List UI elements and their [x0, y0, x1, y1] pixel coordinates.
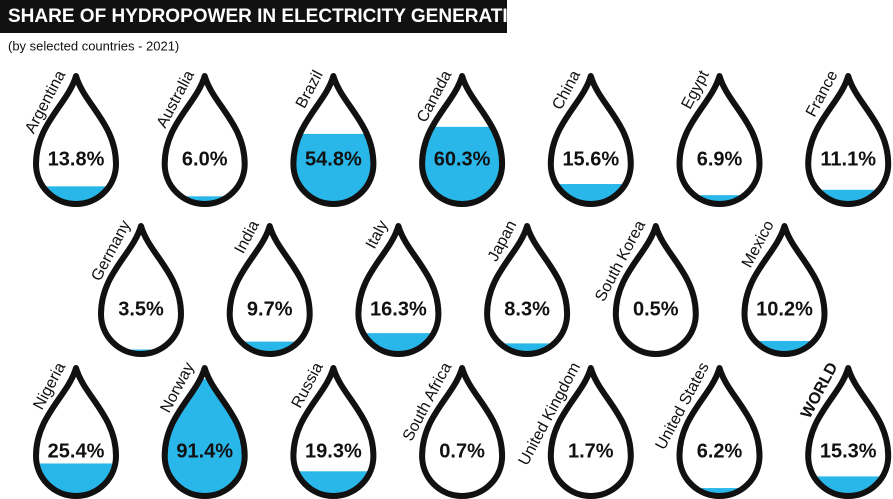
country-label: Nigeria	[30, 360, 69, 413]
country-label: France	[803, 68, 841, 120]
water-fill	[679, 195, 760, 204]
value-label: 25.4%	[48, 440, 105, 462]
value-label: 6.0%	[182, 148, 228, 170]
value-label: 6.9%	[697, 148, 743, 170]
drop-outline	[33, 73, 119, 207]
drop-outline	[741, 223, 828, 357]
country-label: China	[549, 68, 584, 113]
country-label: Japan	[485, 218, 520, 264]
drop-outline	[547, 73, 634, 207]
value-label: 16.3%	[370, 298, 427, 320]
drop-outline	[355, 223, 442, 357]
value-label: 10.2%	[756, 298, 813, 320]
value-label: 3.5%	[118, 298, 164, 320]
water-fill	[679, 488, 760, 496]
chart-subtitle: (by selected countries - 2021)	[8, 38, 179, 53]
water-fill	[487, 343, 568, 354]
drop-outline	[676, 365, 763, 499]
value-label: 60.3%	[434, 148, 491, 170]
drop-outline	[290, 365, 377, 499]
drop-outline	[805, 73, 892, 207]
drop-outline	[612, 223, 699, 357]
country-label: Russia	[289, 360, 327, 411]
value-label: 13.8%	[48, 148, 105, 170]
drop-outline	[98, 223, 184, 357]
value-label: 1.7%	[568, 440, 614, 462]
drop-outline	[484, 223, 571, 357]
drop-outline	[805, 365, 892, 499]
value-label: 9.7%	[247, 298, 293, 320]
drop-outline	[676, 73, 763, 207]
country-label: Egypt	[679, 67, 713, 112]
value-label: 8.3%	[504, 298, 550, 320]
drop-outline	[226, 223, 313, 357]
value-label: 0.5%	[633, 298, 679, 320]
water-fill	[164, 196, 245, 204]
drop-outline	[161, 73, 248, 207]
value-label: 54.8%	[305, 148, 362, 170]
drop-outline	[33, 365, 119, 499]
value-label: 0.7%	[439, 440, 485, 462]
drop-outline	[547, 365, 634, 499]
value-label: 15.3%	[820, 440, 877, 462]
value-label: 19.3%	[305, 440, 362, 462]
drop-outline	[161, 365, 248, 499]
value-label: 6.2%	[697, 440, 743, 462]
drop-outline	[419, 365, 506, 499]
drop-outline	[419, 73, 506, 207]
drop-outline	[290, 73, 377, 207]
value-label: 91.4%	[176, 440, 233, 462]
value-label: 11.1%	[820, 148, 876, 170]
title-banner	[0, 0, 507, 33]
country-label: Mexico	[739, 218, 778, 271]
country-label: Brazil	[293, 68, 327, 111]
value-label: 15.6%	[562, 148, 619, 170]
chart-title: SHARE OF HYDROPOWER IN ELECTRICITY GENER…	[8, 6, 536, 27]
